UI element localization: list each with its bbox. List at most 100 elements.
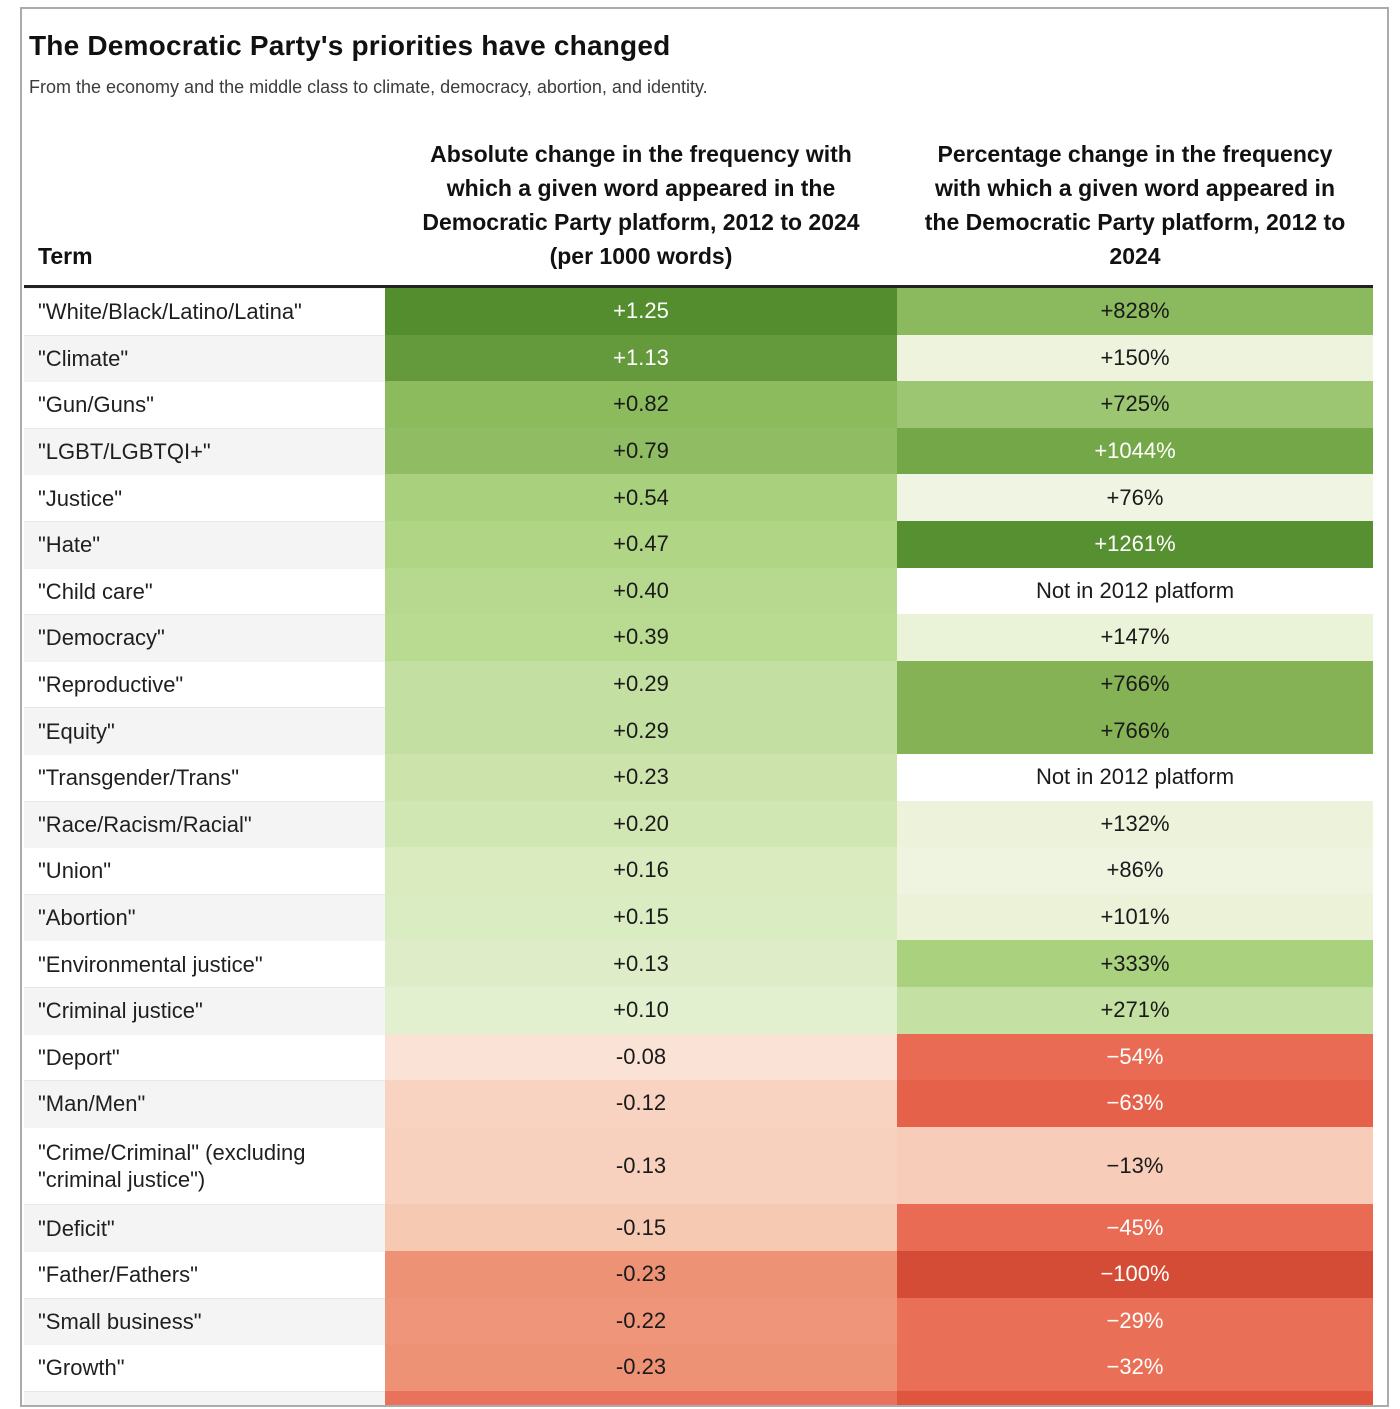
absolute-change-cell: +0.39	[385, 614, 897, 661]
page-title: The Democratic Party's priorities have c…	[29, 30, 671, 61]
absolute-change-cell: +0.20	[385, 800, 897, 848]
absolute-change-cell: -0.22	[385, 1297, 897, 1345]
absolute-change-cell: +0.23	[385, 753, 897, 801]
table-row: "Hate" +0.47 +1261%	[24, 520, 1373, 568]
percent-change-cell: −29%	[897, 1297, 1373, 1345]
table-row: "Growth" -0.23 −32%	[24, 1344, 1373, 1391]
percent-change-cell: +76%	[897, 474, 1373, 521]
table-row: "Justice" +0.54 +76%	[24, 474, 1373, 521]
percent-change-cell: +150%	[897, 334, 1373, 382]
term-cell: "Reproductive"	[24, 660, 385, 708]
column-header-absolute-change: Absolute change in the frequency with wh…	[422, 141, 860, 269]
table-row: "Man/Men" -0.12 −63%	[24, 1080, 1373, 1127]
absolute-change-cell: -0.13	[385, 1126, 897, 1205]
absolute-change-cell: -0.15	[385, 1204, 897, 1251]
absolute-change-cell: +1.13	[385, 334, 897, 382]
absolute-change-cell: +0.47	[385, 520, 897, 568]
percent-change-cell: +86%	[897, 847, 1373, 894]
table-row: "Small business" -0.22 −29%	[24, 1297, 1373, 1345]
term-cell: "White/Black/Latino/Latina"	[24, 288, 385, 335]
table-row: "Union" +0.16 +86%	[24, 847, 1373, 894]
absolute-change-cell: +0.79	[385, 427, 897, 475]
table-row: "Democracy" +0.39 +147%	[24, 614, 1373, 661]
absolute-change-cell: +0.13	[385, 940, 897, 987]
percent-change-cell: −54%	[897, 1033, 1373, 1081]
table-row: "LGBT/LGBTQI+" +0.79 +1044%	[24, 427, 1373, 475]
table-row: "Gun/Guns" +0.82 +725%	[24, 381, 1373, 428]
table-row: "Criminal justice" +0.10 +271%	[24, 986, 1373, 1034]
percent-change-cell: +725%	[897, 381, 1373, 428]
absolute-change-cell: +0.40	[385, 567, 897, 615]
table-row: "Environmental justice" +0.13 +333%	[24, 940, 1373, 987]
page-header: The Democratic Party's priorities have c…	[22, 9, 1387, 99]
percent-change-cell: +333%	[897, 940, 1373, 987]
table-row: "Race/Racism/Racial" +0.20 +132%	[24, 800, 1373, 848]
table-header: Term Absolute change in the frequency wi…	[24, 137, 1373, 288]
percent-change-cell: −32%	[897, 1344, 1373, 1391]
percent-change-cell: −45%	[897, 1204, 1373, 1251]
percent-change-cell: +1261%	[897, 520, 1373, 568]
absolute-change-cell: +0.82	[385, 381, 897, 428]
term-cell: "Criminal justice"	[24, 986, 385, 1034]
absolute-change-cell	[385, 1390, 897, 1405]
term-cell: "Man/Men"	[24, 1080, 385, 1127]
percent-change-cell: +828%	[897, 288, 1373, 335]
table-row: "Child care" +0.40 Not in 2012 platform	[24, 567, 1373, 615]
term-cell: "Small business"	[24, 1297, 385, 1345]
absolute-change-cell: +0.29	[385, 660, 897, 708]
absolute-change-cell: +1.25	[385, 288, 897, 335]
term-cell: "Climate"	[24, 334, 385, 382]
percent-change-cell: +132%	[897, 800, 1373, 848]
page-subtitle: From the economy and the middle class to…	[29, 77, 708, 97]
absolute-change-cell: +0.16	[385, 847, 897, 894]
percent-change-cell: +766%	[897, 660, 1373, 708]
term-cell: "Race/Racism/Racial"	[24, 800, 385, 848]
percent-change-cell: +271%	[897, 986, 1373, 1034]
table-row: "Father/Fathers" -0.23 −100%	[24, 1250, 1373, 1298]
term-cell: "Union"	[24, 847, 385, 894]
term-cell: "Equity"	[24, 707, 385, 754]
term-cell: "Growth"	[24, 1344, 385, 1391]
absolute-change-cell: +0.15	[385, 893, 897, 941]
percent-change-cell: −13%	[897, 1126, 1373, 1205]
percent-change-cell: +101%	[897, 893, 1373, 941]
term-cell: "Hate"	[24, 520, 385, 568]
term-cell: "Deport"	[24, 1033, 385, 1081]
percent-change-cell: Not in 2012 platform	[897, 753, 1373, 801]
absolute-change-cell: +0.29	[385, 707, 897, 754]
table-row: "Deport" -0.08 −54%	[24, 1033, 1373, 1081]
term-cell: "Justice"	[24, 474, 385, 521]
absolute-change-cell: +0.54	[385, 474, 897, 521]
percent-change-cell: +766%	[897, 707, 1373, 754]
term-cell: "Father/Fathers"	[24, 1250, 385, 1298]
table-row: "Deficit" -0.15 −45%	[24, 1204, 1373, 1251]
table-row	[24, 1390, 1373, 1405]
term-cell: "Deficit"	[24, 1204, 385, 1251]
percent-change-cell: −100%	[897, 1250, 1373, 1298]
term-cell: "LGBT/LGBTQI+"	[24, 427, 385, 475]
absolute-change-cell: -0.12	[385, 1080, 897, 1127]
percent-change-cell: +1044%	[897, 427, 1373, 475]
term-cell	[24, 1390, 385, 1405]
priorities-table: Term Absolute change in the frequency wi…	[24, 137, 1373, 1405]
table-row: "Abortion" +0.15 +101%	[24, 893, 1373, 941]
term-cell: "Transgender/Trans"	[24, 753, 385, 801]
table-row: "Transgender/Trans" +0.23 Not in 2012 plat…	[24, 753, 1373, 801]
term-cell: "Crime/Criminal" (excluding "criminal ju…	[24, 1126, 385, 1205]
table-row: "Equity" +0.29 +766%	[24, 707, 1373, 754]
absolute-change-cell: -0.08	[385, 1033, 897, 1081]
percent-change-cell: −63%	[897, 1080, 1373, 1127]
infographic-frame: The Democratic Party's priorities have c…	[20, 7, 1389, 1407]
term-cell: "Child care"	[24, 567, 385, 615]
term-cell: "Gun/Guns"	[24, 381, 385, 428]
table-row: "White/Black/Latino/Latina" +1.25 +828%	[24, 288, 1373, 335]
absolute-change-cell: +0.10	[385, 986, 897, 1034]
table-row: "Reproductive" +0.29 +766%	[24, 660, 1373, 708]
term-cell: "Democracy"	[24, 614, 385, 661]
percent-change-cell: Not in 2012 platform	[897, 567, 1373, 615]
term-cell: "Environmental justice"	[24, 940, 385, 987]
table-row: "Climate" +1.13 +150%	[24, 334, 1373, 382]
percent-change-cell	[897, 1390, 1373, 1405]
percent-change-cell: +147%	[897, 614, 1373, 661]
absolute-change-cell: -0.23	[385, 1344, 897, 1391]
